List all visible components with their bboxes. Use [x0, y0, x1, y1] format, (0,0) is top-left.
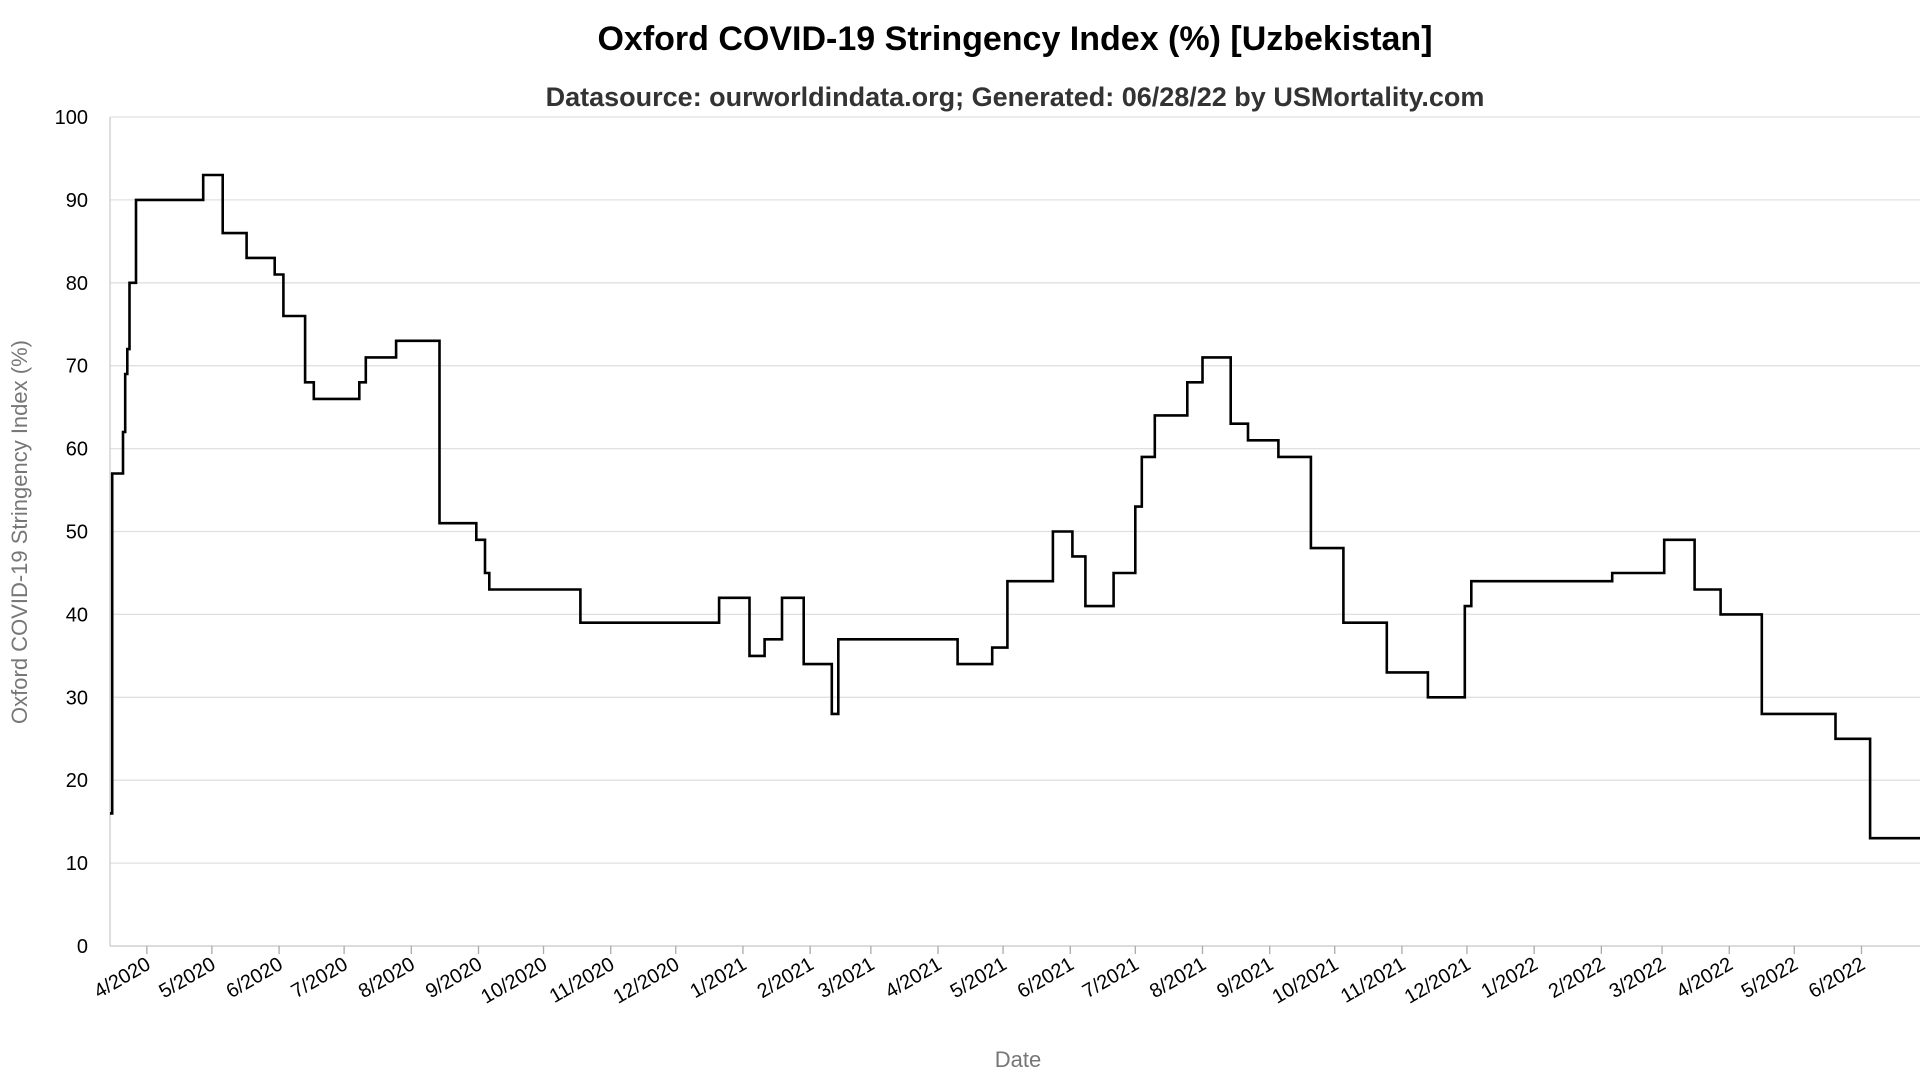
y-tick-label: 90	[66, 190, 88, 212]
y-tick-label: 100	[55, 107, 88, 129]
y-tick-label: 50	[66, 522, 88, 544]
x-tick-label: 8/2021	[1146, 953, 1210, 1003]
x-tick-label: 5/2021	[947, 953, 1011, 1003]
x-tick-label: 5/2022	[1738, 953, 1802, 1003]
stringency-series-line	[110, 173, 1920, 840]
x-tick-label: 3/2021	[814, 953, 878, 1003]
y-tick-label: 70	[66, 356, 88, 378]
x-tick-label: 12/2020	[610, 953, 684, 1008]
x-tick-label: 11/2021	[1337, 953, 1409, 1007]
y-tick-label: 0	[77, 936, 88, 958]
x-tick-label: 1/2021	[686, 953, 750, 1003]
x-tick-label: 7/2021	[1079, 953, 1143, 1003]
y-tick-label: 80	[66, 273, 88, 295]
x-tick-label: 1/2022	[1478, 953, 1542, 1003]
y-tick-label: 40	[66, 604, 88, 626]
x-tick-label: 4/2021	[882, 953, 946, 1003]
x-tick-label: 10/2021	[1269, 953, 1343, 1008]
x-tick-label: 9/2020	[422, 953, 486, 1003]
y-tick-label: 20	[66, 770, 88, 792]
series-layer	[110, 173, 1920, 840]
gridlines	[110, 116, 1920, 947]
x-tick-label: 5/2020	[155, 953, 219, 1003]
y-tick-label: 30	[66, 687, 88, 709]
chart-subtitle: Datasource: ourworldindata.org; Generate…	[546, 82, 1485, 112]
x-tick-label: 4/2020	[90, 953, 154, 1003]
x-tick-label: 7/2020	[288, 953, 352, 1003]
y-tick-label: 10	[66, 853, 88, 875]
x-axis-title: Date	[995, 1047, 1041, 1072]
x-tick-label: 2/2021	[754, 953, 818, 1003]
y-axis: 0 10 20 30 40 50 60 70 80 90 100	[55, 107, 111, 958]
x-tick-label: 6/2021	[1014, 953, 1078, 1003]
x-tick-label: 2/2022	[1545, 953, 1609, 1003]
x-tick-label: 3/2022	[1606, 953, 1670, 1003]
x-tick-label: 4/2022	[1673, 953, 1737, 1003]
chart-title: Oxford COVID-19 Stringency Index (%) [Uz…	[597, 20, 1432, 58]
x-tick-label: 9/2021	[1213, 953, 1277, 1003]
x-tick-label: 6/2022	[1805, 953, 1869, 1003]
x-tick-label: 6/2020	[223, 953, 287, 1003]
x-tick-label: 8/2020	[355, 953, 419, 1003]
x-axis: 4/2020 5/2020 6/2020 7/2020 8/2020 9/202010/2…	[90, 945, 1920, 1008]
x-tick-label: 10/2020	[477, 953, 551, 1008]
y-tick-label: 60	[66, 439, 88, 461]
x-tick-label: 11/2020	[546, 953, 618, 1007]
y-axis-title: Oxford COVID-19 Stringency Index (%)	[7, 340, 32, 724]
x-tick-label: 12/2021	[1401, 953, 1475, 1008]
